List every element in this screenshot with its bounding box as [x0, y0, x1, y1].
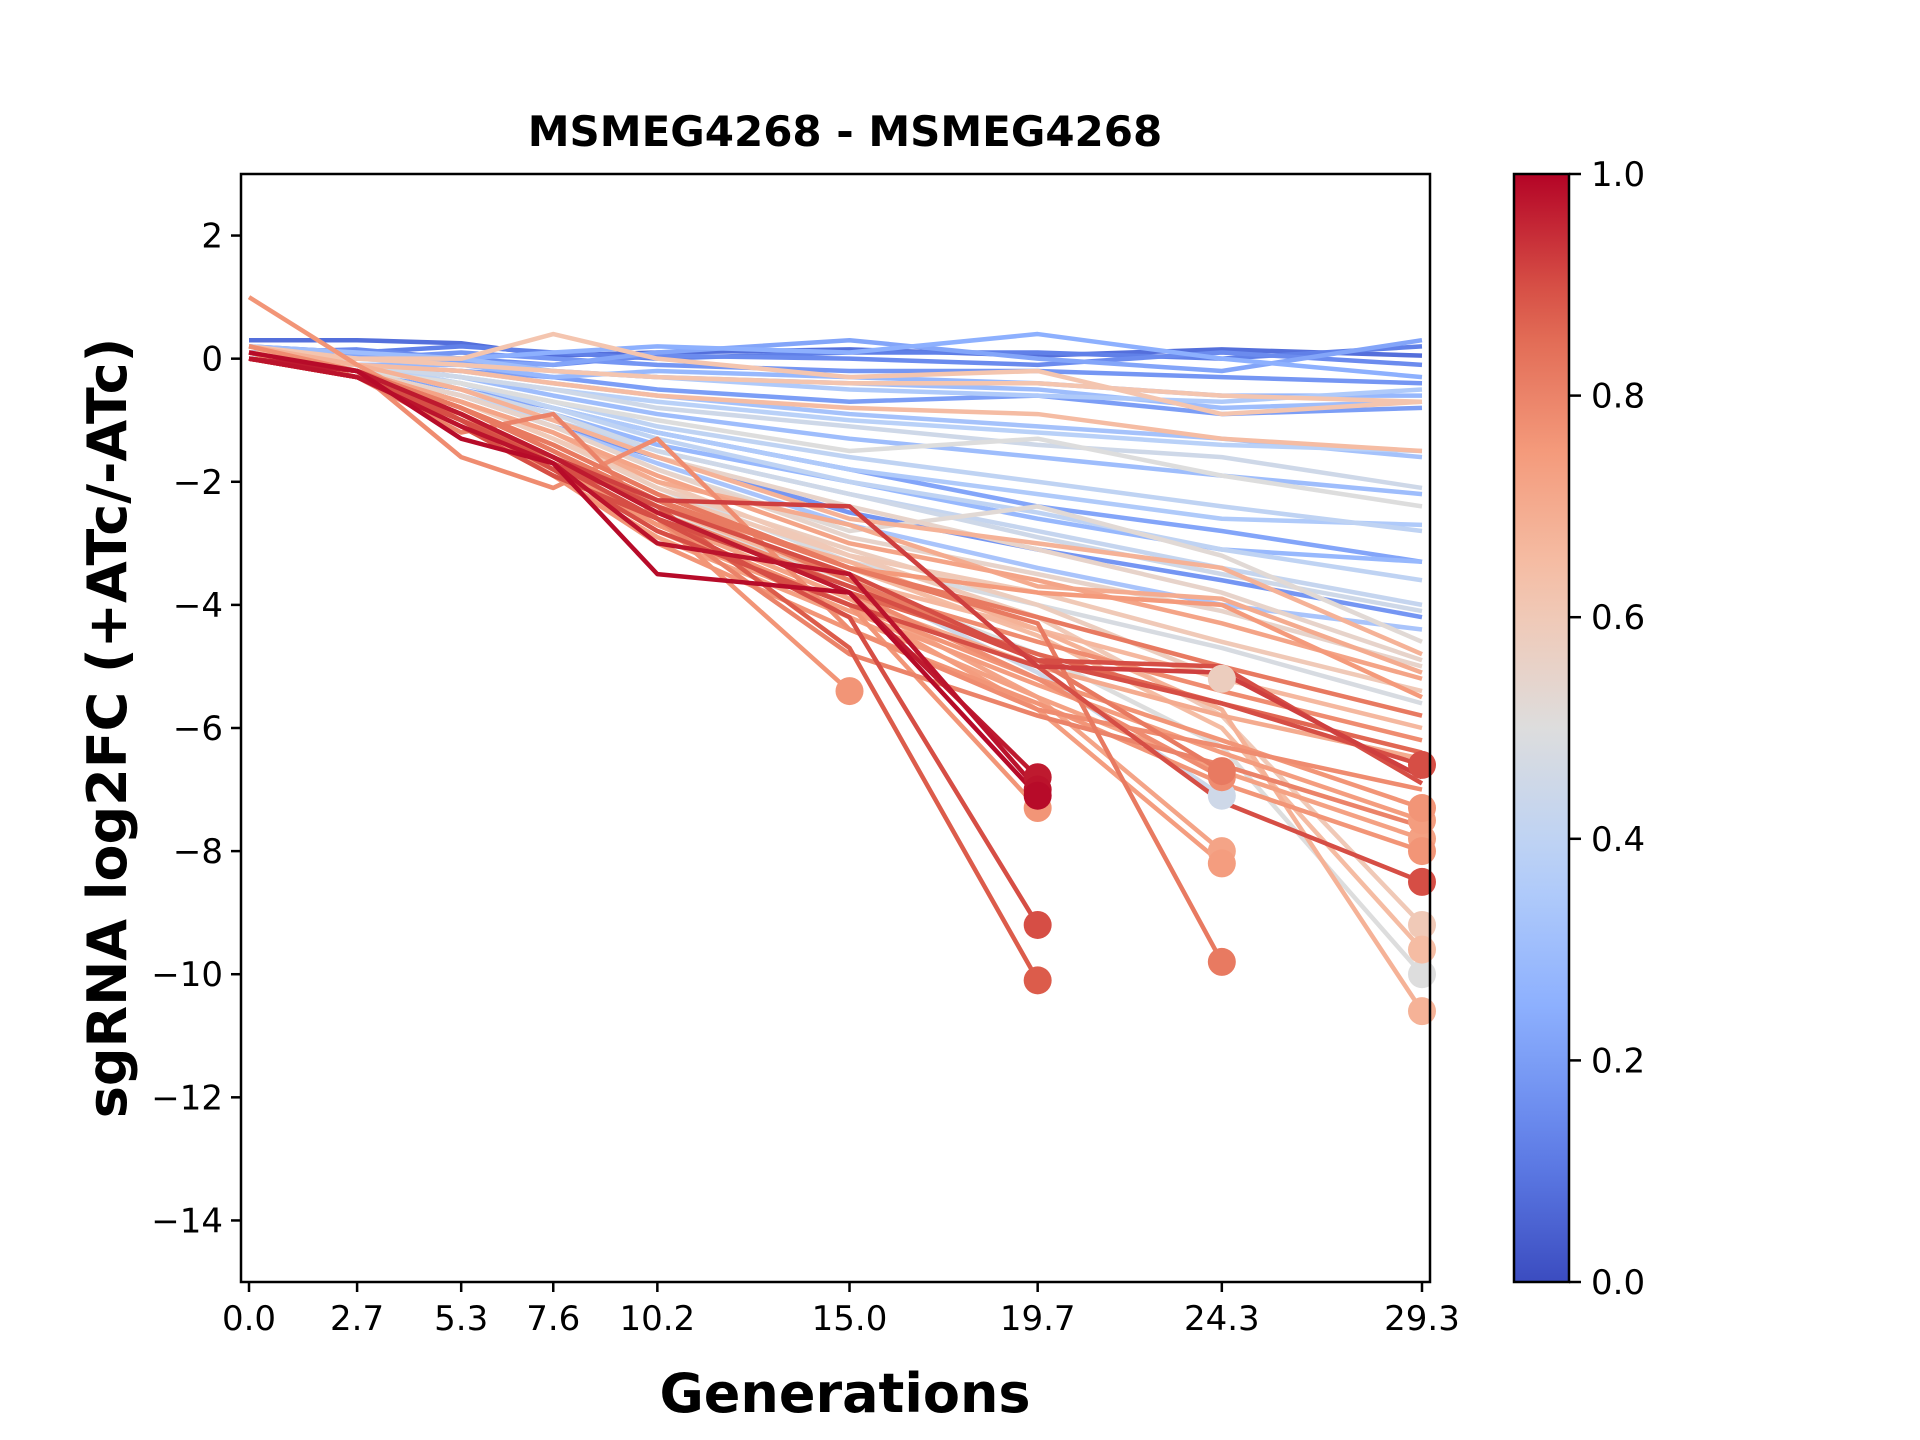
colorbar-ticks: 0.0 0.2 0.4 0.6 0.8 1.0 — [1569, 155, 1645, 1303]
colorbar: 0.0 0.2 0.4 0.6 0.8 1.0 — [1512, 155, 1645, 1303]
colorbar-tick-label: 1.0 — [1591, 155, 1645, 195]
marker-layer — [835, 664, 1436, 1026]
y-tick-label: −10 — [151, 955, 223, 995]
series-end-marker — [1407, 997, 1436, 1026]
colorbar-tick-label: 0.4 — [1591, 820, 1645, 860]
series-end-marker — [1407, 750, 1436, 779]
series-end-marker — [1407, 867, 1436, 896]
x-axis: 0.0 2.7 5.3 7.6 10.2 15.0 19.7 24.3 29.3 — [222, 1282, 1460, 1339]
series-end-marker — [1207, 757, 1236, 786]
x-tick-label: 10.2 — [619, 1299, 695, 1339]
y-axis-label: sgRNA log2FC (+ATc/-ATc) — [76, 338, 139, 1119]
x-tick-label: 5.3 — [434, 1299, 488, 1339]
series-end-marker — [1407, 910, 1436, 939]
series-end-marker — [1407, 960, 1436, 989]
colorbar-tick-label: 0.6 — [1591, 598, 1645, 638]
series-end-marker — [1207, 849, 1236, 878]
y-tick-label: 2 — [201, 217, 223, 257]
x-tick-label: 24.3 — [1184, 1299, 1260, 1339]
series-end-marker — [1023, 910, 1052, 939]
y-tick-label: −12 — [151, 1078, 223, 1118]
y-tick-label: −6 — [173, 709, 223, 749]
y-tick-label: 0 — [201, 340, 223, 380]
colorbar-gradient — [1512, 172, 1571, 1284]
x-tick-label: 2.7 — [330, 1299, 384, 1339]
colorbar-tick-label: 0.0 — [1591, 1263, 1645, 1303]
x-tick-label: 29.3 — [1384, 1299, 1460, 1339]
chart-title: MSMEG4268 - MSMEG4268 — [528, 107, 1162, 156]
series-end-marker — [1407, 794, 1436, 823]
series-end-marker — [1407, 935, 1436, 964]
colorbar-tick-label: 0.8 — [1591, 377, 1645, 417]
series-end-marker — [1207, 947, 1236, 976]
y-tick-label: −14 — [151, 1201, 223, 1241]
y-axis: 2 0 −2 −4 −6 −8 −10 −12 −14 — [151, 217, 241, 1241]
series-end-marker — [1023, 966, 1052, 995]
colorbar-tick-label: 0.2 — [1591, 1041, 1645, 1081]
series-line — [248, 350, 1040, 798]
series-end-marker — [1407, 837, 1436, 866]
series-line — [248, 344, 1423, 657]
series-end-marker — [835, 677, 864, 706]
x-tick-label: 7.6 — [526, 1299, 580, 1339]
series-end-marker — [1023, 781, 1052, 810]
x-tick-label: 19.7 — [1000, 1299, 1076, 1339]
series-line — [248, 331, 1423, 417]
y-tick-label: −4 — [173, 586, 223, 626]
x-axis-label: Generations — [659, 1362, 1030, 1425]
y-tick-label: −8 — [173, 832, 223, 872]
y-tick-label: −2 — [173, 463, 223, 503]
x-tick-label: 0.0 — [222, 1299, 276, 1339]
series-line — [248, 350, 1423, 454]
series-end-marker — [1207, 664, 1236, 693]
x-tick-label: 15.0 — [812, 1299, 888, 1339]
series-layer — [247, 295, 1424, 1013]
